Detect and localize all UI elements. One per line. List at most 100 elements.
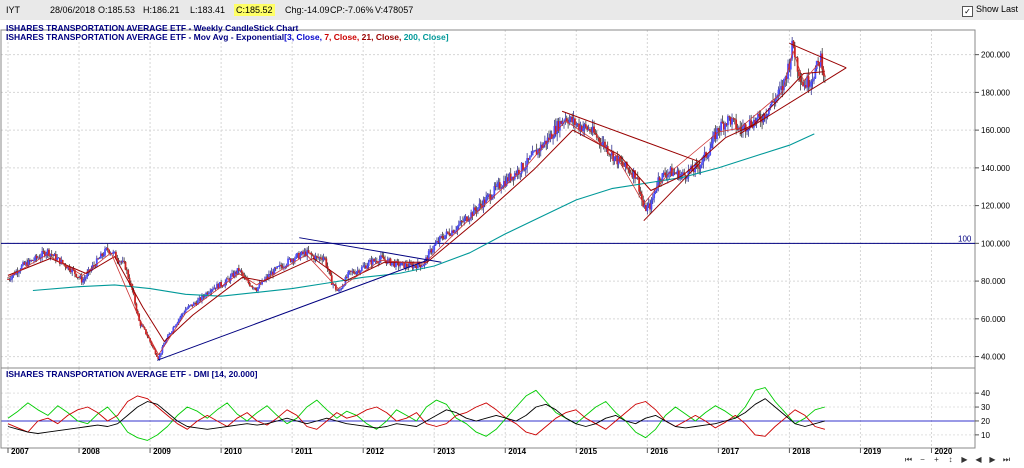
candle-body xyxy=(186,308,188,310)
candle-body xyxy=(538,149,541,152)
candle-body xyxy=(106,247,109,250)
year-label: 2018 xyxy=(792,447,810,456)
candle-body xyxy=(212,289,214,290)
candle-body xyxy=(680,174,683,175)
candle-body xyxy=(243,275,246,277)
indicator-name: ISHARES TRANSPORTATION AVERAGE ETF - Mov… xyxy=(6,32,284,42)
candle-body xyxy=(231,273,233,276)
candle-body xyxy=(557,121,560,131)
candle-body xyxy=(408,263,411,268)
show-last-checkbox[interactable]: ✓ Show Last xyxy=(961,4,1018,17)
candle-body xyxy=(655,186,658,191)
candle-body xyxy=(173,326,176,328)
candle-body xyxy=(341,286,344,289)
scroll-right-icon[interactable]: ▶ xyxy=(961,455,968,464)
candle-body xyxy=(54,253,57,261)
candle-body xyxy=(442,238,445,239)
candle-body xyxy=(654,190,657,194)
candle-body xyxy=(616,155,619,165)
candle-body xyxy=(750,120,753,126)
candle-body xyxy=(422,265,425,267)
scroll-end-icon[interactable]: ▶ xyxy=(989,455,996,464)
candle-body xyxy=(531,151,534,156)
candle-body xyxy=(436,241,438,244)
candle-body xyxy=(475,210,478,212)
zoom-in-icon[interactable]: + xyxy=(934,455,939,464)
price-tick-label: 180.000 xyxy=(981,88,1010,97)
candle-body xyxy=(172,327,175,332)
candle-body xyxy=(627,168,630,170)
candle-body xyxy=(634,170,636,179)
candle-body xyxy=(515,173,518,176)
candle-body xyxy=(370,259,373,265)
scroll-first-icon[interactable]: ⏮ xyxy=(904,455,913,464)
scroll-left-icon[interactable]: ◀ xyxy=(975,455,982,464)
candle-body xyxy=(669,167,672,173)
zoom-all-icon[interactable]: ↕ xyxy=(948,455,953,464)
candle-body xyxy=(533,151,535,153)
zoom-out-icon[interactable]: − xyxy=(920,455,925,464)
candle-body xyxy=(95,258,98,267)
candle-body xyxy=(725,123,728,126)
year-label: 2019 xyxy=(863,447,881,456)
ema200-line xyxy=(32,133,815,297)
candle-body xyxy=(619,156,621,162)
candle-body xyxy=(369,259,371,262)
candle-body xyxy=(132,290,135,295)
candle-body xyxy=(662,172,665,174)
candle-body xyxy=(332,284,335,286)
candle-body xyxy=(28,260,31,262)
candle-body xyxy=(445,231,448,236)
candle-body xyxy=(803,85,806,87)
price-tick-label: 160.000 xyxy=(981,126,1010,135)
scroll-last-icon[interactable]: ⏭ xyxy=(1002,455,1011,464)
candle-body xyxy=(217,283,220,289)
candle-body xyxy=(187,306,190,309)
candle-body xyxy=(80,276,83,283)
candle-body xyxy=(438,236,441,243)
candle-body xyxy=(660,181,662,183)
candle-body xyxy=(381,255,384,257)
dmi-axis: 10 20 30 40 xyxy=(975,389,990,440)
candle-body xyxy=(628,169,631,173)
candle-body xyxy=(235,271,238,274)
candle-body xyxy=(681,172,684,175)
candle-body xyxy=(94,265,97,267)
candle-body xyxy=(26,262,29,267)
candle-body xyxy=(586,126,589,130)
candle-body xyxy=(203,296,206,298)
ema3-legend: [3, Close, xyxy=(284,32,322,42)
candle-body xyxy=(677,170,680,180)
price-tick-label: 120.000 xyxy=(981,202,1010,211)
candle-body xyxy=(661,173,664,182)
candle-body xyxy=(8,279,11,281)
candle-body xyxy=(539,144,542,152)
candle-body xyxy=(43,251,46,256)
candle-body xyxy=(240,270,243,273)
candle-body xyxy=(630,172,632,174)
year-label: 2010 xyxy=(224,447,242,456)
candle-body xyxy=(270,271,273,275)
candle-body xyxy=(621,161,624,166)
candle-body xyxy=(48,249,50,256)
candle-body xyxy=(553,125,556,138)
candle-body xyxy=(150,341,153,346)
candle-body xyxy=(99,253,102,259)
candle-body xyxy=(123,260,126,262)
year-label: 2014 xyxy=(508,447,526,456)
candle-body xyxy=(505,177,508,186)
candle-body xyxy=(192,302,195,306)
candle-body xyxy=(493,186,496,195)
candle-body xyxy=(793,46,796,58)
candle-body xyxy=(258,283,261,288)
candle-body xyxy=(572,118,575,123)
candle-body xyxy=(583,124,586,129)
candle-body xyxy=(578,123,580,130)
candle-body xyxy=(365,265,367,269)
candle-body xyxy=(358,270,360,274)
candle-body xyxy=(534,150,537,152)
candle-body xyxy=(257,287,259,291)
candle-body xyxy=(79,276,82,278)
candle-body xyxy=(746,130,748,132)
candle-body xyxy=(237,268,240,271)
